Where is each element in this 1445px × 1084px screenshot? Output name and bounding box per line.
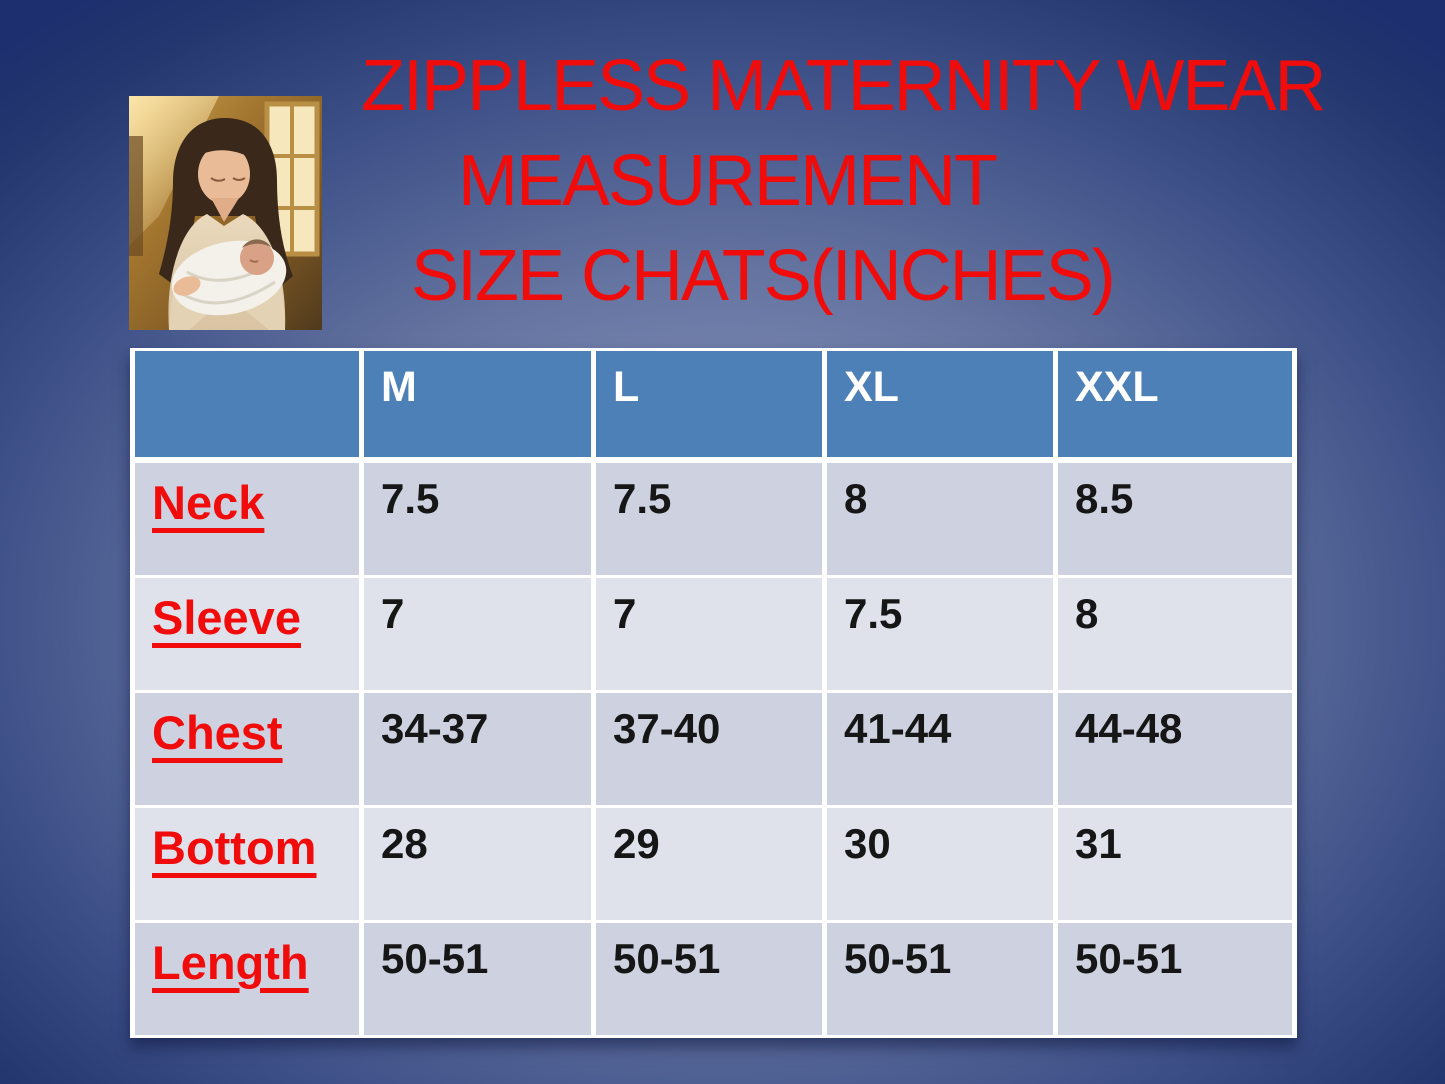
mother-baby-photo-art bbox=[129, 96, 322, 330]
chest-xxl: 44-48 bbox=[1058, 693, 1292, 805]
table-row-neck: Neck 7.5 7.5 8 8.5 bbox=[135, 463, 1292, 575]
chest-l: 37-40 bbox=[596, 693, 822, 805]
neck-xl: 8 bbox=[827, 463, 1053, 575]
sleeve-l: 7 bbox=[596, 578, 822, 690]
length-m: 50-51 bbox=[364, 923, 591, 1035]
table-row-length: Length 50-51 50-51 50-51 50-51 bbox=[135, 923, 1292, 1035]
chest-xl: 41-44 bbox=[827, 693, 1053, 805]
table-row-bottom: Bottom 28 29 30 31 bbox=[135, 808, 1292, 920]
row-label-length: Length bbox=[135, 923, 359, 1035]
row-label-sleeve: Sleeve bbox=[135, 578, 359, 690]
sleeve-xxl: 8 bbox=[1058, 578, 1292, 690]
header-cell-xxl: XXL bbox=[1058, 351, 1292, 460]
row-label-neck: Neck bbox=[135, 463, 359, 575]
sleeve-m: 7 bbox=[364, 578, 591, 690]
table-row-sleeve: Sleeve 7 7 7.5 8 bbox=[135, 578, 1292, 690]
neck-l: 7.5 bbox=[596, 463, 822, 575]
neck-xxl: 8.5 bbox=[1058, 463, 1292, 575]
title-line-2: MEASUREMENT bbox=[458, 141, 998, 221]
title-line-1: ZIPPLESS MATERNITY WEAR bbox=[361, 46, 1327, 126]
mother-baby-photo bbox=[129, 96, 322, 330]
bottom-xxl: 31 bbox=[1058, 808, 1292, 920]
neck-m: 7.5 bbox=[364, 463, 591, 575]
row-label-chest: Chest bbox=[135, 693, 359, 805]
header-cell-blank bbox=[135, 351, 359, 460]
bottom-l: 29 bbox=[596, 808, 822, 920]
title-line-3: SIZE CHATS(INCHES) bbox=[411, 236, 1116, 316]
bottom-m: 28 bbox=[364, 808, 591, 920]
size-chart-table: M L XL XXL Neck 7.5 7.5 8 8.5 Sleeve 7 7… bbox=[130, 348, 1297, 1038]
header-row: M L XL XXL bbox=[135, 351, 1292, 460]
header-cell-xl: XL bbox=[827, 351, 1053, 460]
header-cell-m: M bbox=[364, 351, 591, 460]
bottom-xl: 30 bbox=[827, 808, 1053, 920]
row-label-bottom: Bottom bbox=[135, 808, 359, 920]
chest-m: 34-37 bbox=[364, 693, 591, 805]
length-xxl: 50-51 bbox=[1058, 923, 1292, 1035]
sleeve-xl: 7.5 bbox=[827, 578, 1053, 690]
header-cell-l: L bbox=[596, 351, 822, 460]
length-xl: 50-51 bbox=[827, 923, 1053, 1035]
length-l: 50-51 bbox=[596, 923, 822, 1035]
table-row-chest: Chest 34-37 37-40 41-44 44-48 bbox=[135, 693, 1292, 805]
